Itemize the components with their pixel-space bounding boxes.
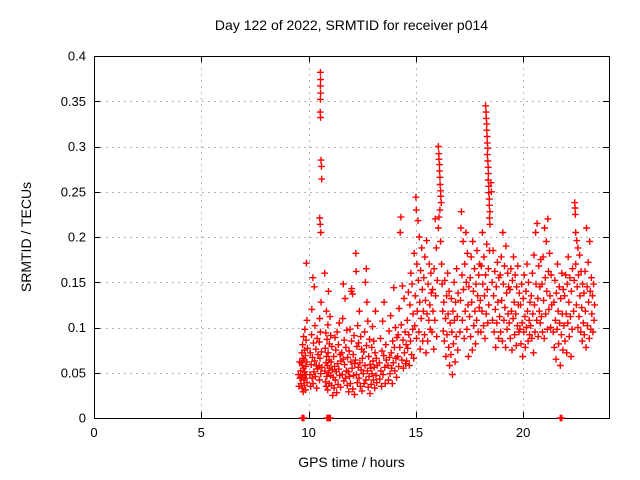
y-tick-label: 0.15 bbox=[61, 275, 86, 290]
y-tick-label: 0.3 bbox=[68, 139, 86, 154]
tick-marks bbox=[94, 56, 609, 419]
x-axis-label: GPS time / hours bbox=[298, 454, 405, 470]
y-axis-label: SRMTID / TECUs bbox=[18, 181, 34, 293]
y-tick-label: 0 bbox=[79, 411, 86, 426]
data-points bbox=[294, 68, 598, 422]
y-tick-label: 0.1 bbox=[68, 320, 86, 335]
y-tick-label: 0.25 bbox=[61, 184, 86, 199]
x-tick-labels: 0 5 10 15 20 bbox=[90, 425, 530, 440]
chart-title: Day 122 of 2022, SRMTID for receiver p01… bbox=[214, 17, 489, 33]
grid-lines bbox=[94, 56, 609, 418]
y-tick-label: 0.05 bbox=[61, 365, 86, 380]
y-tick-label: 0.2 bbox=[68, 230, 86, 245]
x-tick-label: 10 bbox=[301, 425, 315, 440]
y-tick-label: 0.35 bbox=[61, 94, 86, 109]
x-tick-label: 15 bbox=[409, 425, 423, 440]
x-tick-label: 5 bbox=[198, 425, 205, 440]
x-tick-label: 20 bbox=[516, 425, 530, 440]
y-tick-labels: 0 0.05 0.1 0.15 0.2 0.25 0.3 0.35 0.4 bbox=[61, 49, 86, 426]
x-tick-label: 0 bbox=[90, 425, 97, 440]
y-tick-label: 0.4 bbox=[68, 49, 86, 64]
